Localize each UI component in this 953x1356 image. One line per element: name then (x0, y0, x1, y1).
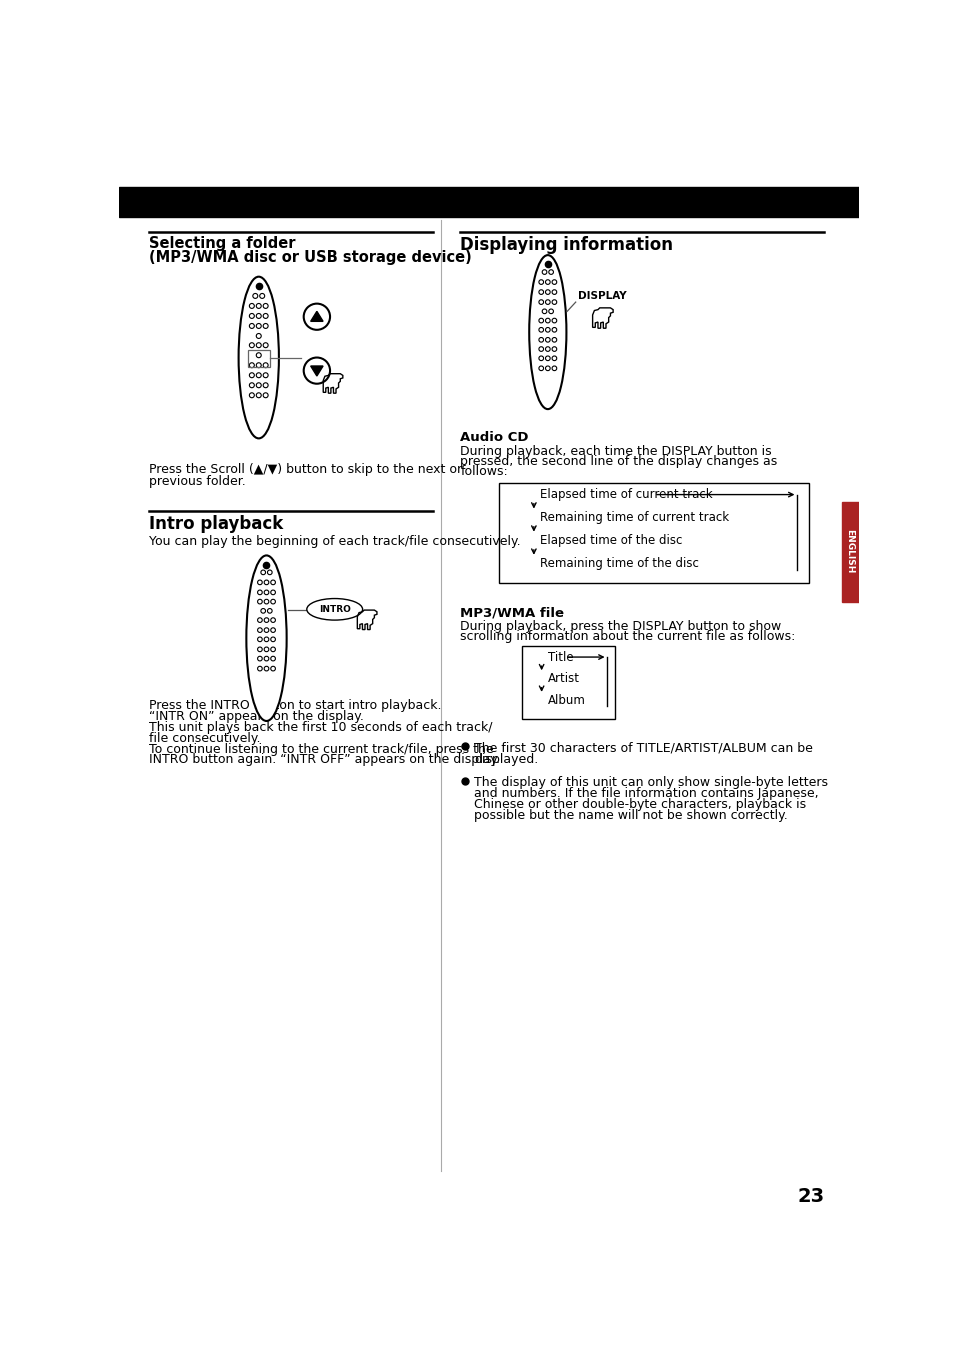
Text: Press the INTRO button to start intro playback.: Press the INTRO button to start intro pl… (149, 700, 440, 712)
Polygon shape (311, 312, 323, 321)
Text: The display of this unit can only show single-byte letters: The display of this unit can only show s… (474, 777, 827, 789)
Text: Intro playback: Intro playback (149, 515, 283, 533)
Text: You can play the beginning of each track/file consecutively.: You can play the beginning of each track… (149, 536, 519, 548)
Text: During playback, each time the DISPLAY button is: During playback, each time the DISPLAY b… (459, 445, 771, 457)
Text: This unit plays back the first 10 seconds of each track/: This unit plays back the first 10 second… (149, 721, 492, 734)
Text: pressed, the second line of the display changes as: pressed, the second line of the display … (459, 454, 777, 468)
Text: 23: 23 (797, 1186, 823, 1205)
Text: ENGLISH: ENGLISH (844, 529, 854, 574)
Text: scrolling information about the current file as follows:: scrolling information about the current … (459, 631, 795, 643)
Bar (498, 483, 808, 583)
Text: The first 30 characters of TITLE/ARTIST/ALBUM can be: The first 30 characters of TITLE/ARTIST/… (474, 742, 812, 755)
Text: Press the Scroll (▲/▼) button to skip to the next or: Press the Scroll (▲/▼) button to skip to… (149, 462, 461, 476)
Text: INTRO: INTRO (318, 605, 351, 614)
Text: possible but the name will not be shown correctly.: possible but the name will not be shown … (474, 808, 787, 822)
Text: follows:: follows: (459, 465, 507, 477)
Bar (841, 502, 858, 602)
Text: Chinese or other double-byte characters, playback is: Chinese or other double-byte characters,… (474, 797, 805, 811)
Text: Selecting a folder: Selecting a folder (149, 236, 294, 251)
Text: INTRO button again. “INTR OFF” appears on the display.: INTRO button again. “INTR OFF” appears o… (149, 754, 499, 766)
Text: Remaining time of the disc: Remaining time of the disc (539, 557, 699, 571)
Text: and numbers. If the file information contains Japanese,: and numbers. If the file information con… (474, 788, 818, 800)
Text: DISPLAY: DISPLAY (578, 290, 626, 301)
Text: During playback, press the DISPLAY button to show: During playback, press the DISPLAY butto… (459, 620, 781, 633)
Text: Audio CD: Audio CD (459, 431, 528, 443)
Ellipse shape (246, 556, 286, 721)
Bar (119, 187, 858, 217)
Text: MP3/WMA file: MP3/WMA file (459, 606, 563, 620)
Text: Title: Title (547, 651, 573, 663)
Text: displayed.: displayed. (474, 753, 537, 766)
Ellipse shape (238, 277, 278, 438)
Bar (521, 647, 615, 719)
Text: Elapsed time of current track: Elapsed time of current track (539, 488, 712, 502)
Text: file consecutively.: file consecutively. (149, 732, 260, 744)
Text: previous folder.: previous folder. (149, 475, 245, 488)
Polygon shape (311, 366, 323, 376)
Bar (248, 350, 270, 366)
Ellipse shape (529, 255, 566, 410)
Text: (MP3/WMA disc or USB storage device): (MP3/WMA disc or USB storage device) (149, 250, 471, 264)
Text: Artist: Artist (547, 673, 579, 685)
Text: Remaining time of current track: Remaining time of current track (539, 511, 728, 525)
Text: “INTR ON” appears on the display.: “INTR ON” appears on the display. (149, 711, 363, 723)
Text: Elapsed time of the disc: Elapsed time of the disc (539, 534, 681, 548)
Text: Album: Album (547, 694, 585, 706)
Text: To continue listening to the current track/file, press the: To continue listening to the current tra… (149, 743, 493, 755)
Ellipse shape (307, 598, 362, 620)
Text: Displaying information: Displaying information (459, 236, 673, 254)
